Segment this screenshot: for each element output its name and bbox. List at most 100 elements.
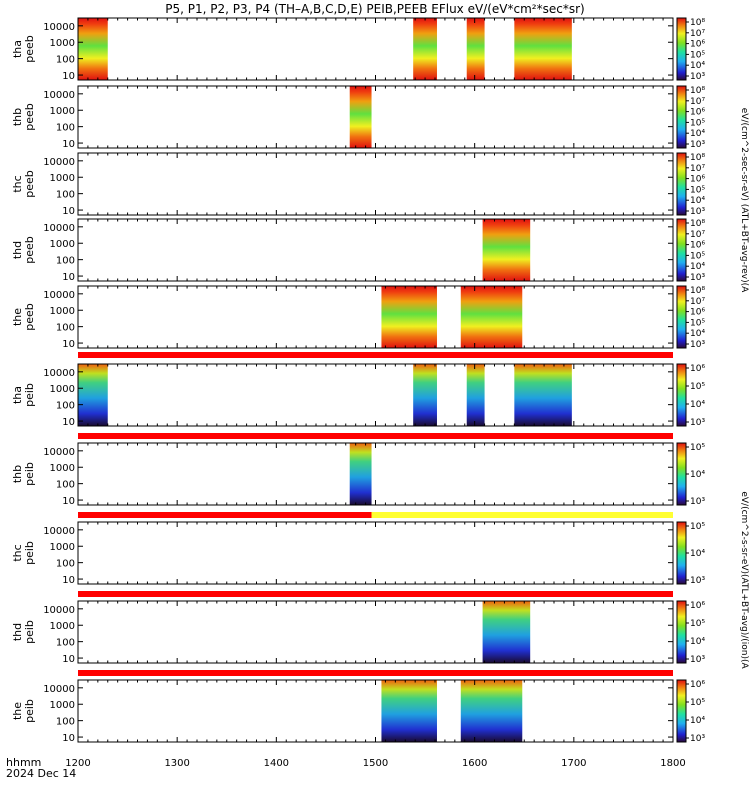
y-tick-label: 100 [56,480,75,491]
panel-frame [77,679,674,743]
x-tick-label: 1800 [660,758,685,769]
y-axis-label-probe: tha [11,40,24,58]
colorbar-tick-label: 10⁵ [690,118,705,128]
colorbar-tick-label: 10⁶ [690,241,705,251]
x-tick-labels: 1200 1300 1400 1500 1600 1700 1800 [65,758,685,769]
colorbar-tick-label: 10³ [690,72,705,82]
flag-bar-red [78,433,673,439]
colorbar-tick-label: 10⁸ [690,153,705,163]
colorbar-tick-label: 10³ [690,273,705,283]
y-tick-label: 1000 [50,38,75,49]
flag-bar-red [78,352,673,358]
colorbar-tick-label: 10⁶ [690,680,705,690]
y-tick-label: 10 [62,71,75,82]
colorbar-tick-label: 10³ [690,418,705,428]
y-tick-label: 100 [56,55,75,66]
y-tick-label: 10000 [43,90,75,101]
y-tick-label: 100 [56,717,75,728]
spectrogram-block [514,18,572,80]
spectrogram-block [381,680,437,742]
flag-bar-red [78,591,673,597]
y-tick-label: 100 [56,638,75,649]
y-tick-label: 10 [62,139,75,150]
spectrogram-block [413,18,437,80]
colorbar-tick-label: 10⁴ [690,329,705,339]
panel-thd-peib: 10 100 1000 10000 thd peib 10³ 10⁴ 10⁵ 10⁶ [11,600,705,676]
colorbar-tick-label: 10⁵ [690,318,705,328]
y-tick-label: 10 [62,733,75,744]
spectrogram-block [466,364,485,426]
spectrogram-block [482,219,531,281]
colorbar-tick-label: 10⁴ [690,549,705,559]
y-tick-label: 10 [62,575,75,586]
y-axis-label-probe: thd [11,241,24,259]
y-tick-label: 1000 [50,384,75,395]
y-tick-label: 1000 [50,106,75,117]
y-tick-label: 10 [62,339,75,350]
colorbar-title-electron: eV/(cm^2-sec-sr-eV) (ATL+BT-avg-rev)(A [739,108,749,293]
x-tick-label: 1300 [164,758,189,769]
spectrogram-block [460,680,523,742]
colorbar-tick-label: 10⁵ [690,185,705,195]
y-tick-label: 1000 [50,621,75,632]
colorbar-label-ion: eV/(cm^2-s-sr-eV)(ATL+BT-avg)/(ion)(A [739,491,749,669]
colorbar-tick-label: 10⁴ [690,716,705,726]
panel-frame [77,363,674,427]
y-tick-label: 1000 [50,463,75,474]
panel-thc-peib: 10 100 1000 10000 thc peib 10³ 10⁴ 10⁵ [11,521,705,597]
colorbar-tick-label: 10³ [690,734,705,744]
y-axis-label-probe: thb [11,108,24,126]
colorbar-tick-label: 10⁵ [690,698,705,708]
colorbar-title-ion: eV/(cm^2-s-sr-eV)(ATL+BT-avg)/(ion)(A [739,491,749,669]
colorbar-tick-label: 10⁴ [690,61,705,71]
colorbar-tick-label: 10⁶ [690,364,705,374]
y-axis-label-species: peeb [23,103,36,131]
y-tick-label: 100 [56,559,75,570]
x-tick-label: 1200 [65,758,90,769]
y-tick-label: 10 [62,417,75,428]
y-axis-label-species: peib [23,620,36,644]
y-tick-label: 1000 [50,173,75,184]
spectrogram-block [482,601,531,663]
colorbar-tick-label: 10⁸ [690,18,705,28]
y-tick-label: 10000 [43,684,75,695]
x-axis: 1200 1300 1400 1500 1600 1700 1800 hhmm 2024 D… [6,756,686,780]
y-tick-label: 100 [56,190,75,201]
spectrogram-block [466,18,485,80]
panel-frame [77,442,674,506]
colorbar-tick-label: 10⁴ [690,196,705,206]
flag-bar-red [78,512,372,518]
y-tick-label: 10000 [43,605,75,616]
panel-frame [77,152,674,216]
y-axis-label-probe: thc [11,544,24,561]
panel-tha-peib: 10 100 1000 10000 tha peib 10³ 10⁴ 10⁵ 10⁶ [11,363,705,439]
colorbar-tick-label: 10⁷ [690,29,705,39]
y-tick-label: 1000 [50,542,75,553]
y-tick-label: 10000 [43,223,75,234]
spectrogram-block [514,364,572,426]
colorbar-tick-label: 10⁵ [690,251,705,261]
colorbar-tick-label: 10⁴ [690,400,705,410]
colorbar-tick-label: 10³ [690,576,705,586]
y-axis-label-probe: the [11,308,24,326]
y-axis-label-species: peib [23,462,36,486]
y-tick-label: 1000 [50,306,75,317]
y-tick-label: 10000 [43,157,75,168]
panel-frame [77,85,674,149]
colorbar-tick-label: 10⁵ [690,50,705,60]
panel-frame [77,218,674,282]
x-tick-label: 1700 [561,758,586,769]
colorbar-tick-label: 10⁴ [690,129,705,139]
y-tick-label: 10000 [43,447,75,458]
y-tick-label: 100 [56,256,75,267]
colorbar-tick-label: 10⁷ [690,297,705,307]
flag-bar-yellow [371,512,673,518]
y-axis-label-species: peeb [23,303,36,331]
y-axis-label-species: peib [23,699,36,723]
y-tick-label: 10000 [43,368,75,379]
flag-bar-red [78,670,673,676]
y-tick-label: 10000 [43,290,75,301]
y-axis-label-species: peib [23,383,36,407]
colorbar [676,152,687,216]
panel-frame [77,285,674,349]
